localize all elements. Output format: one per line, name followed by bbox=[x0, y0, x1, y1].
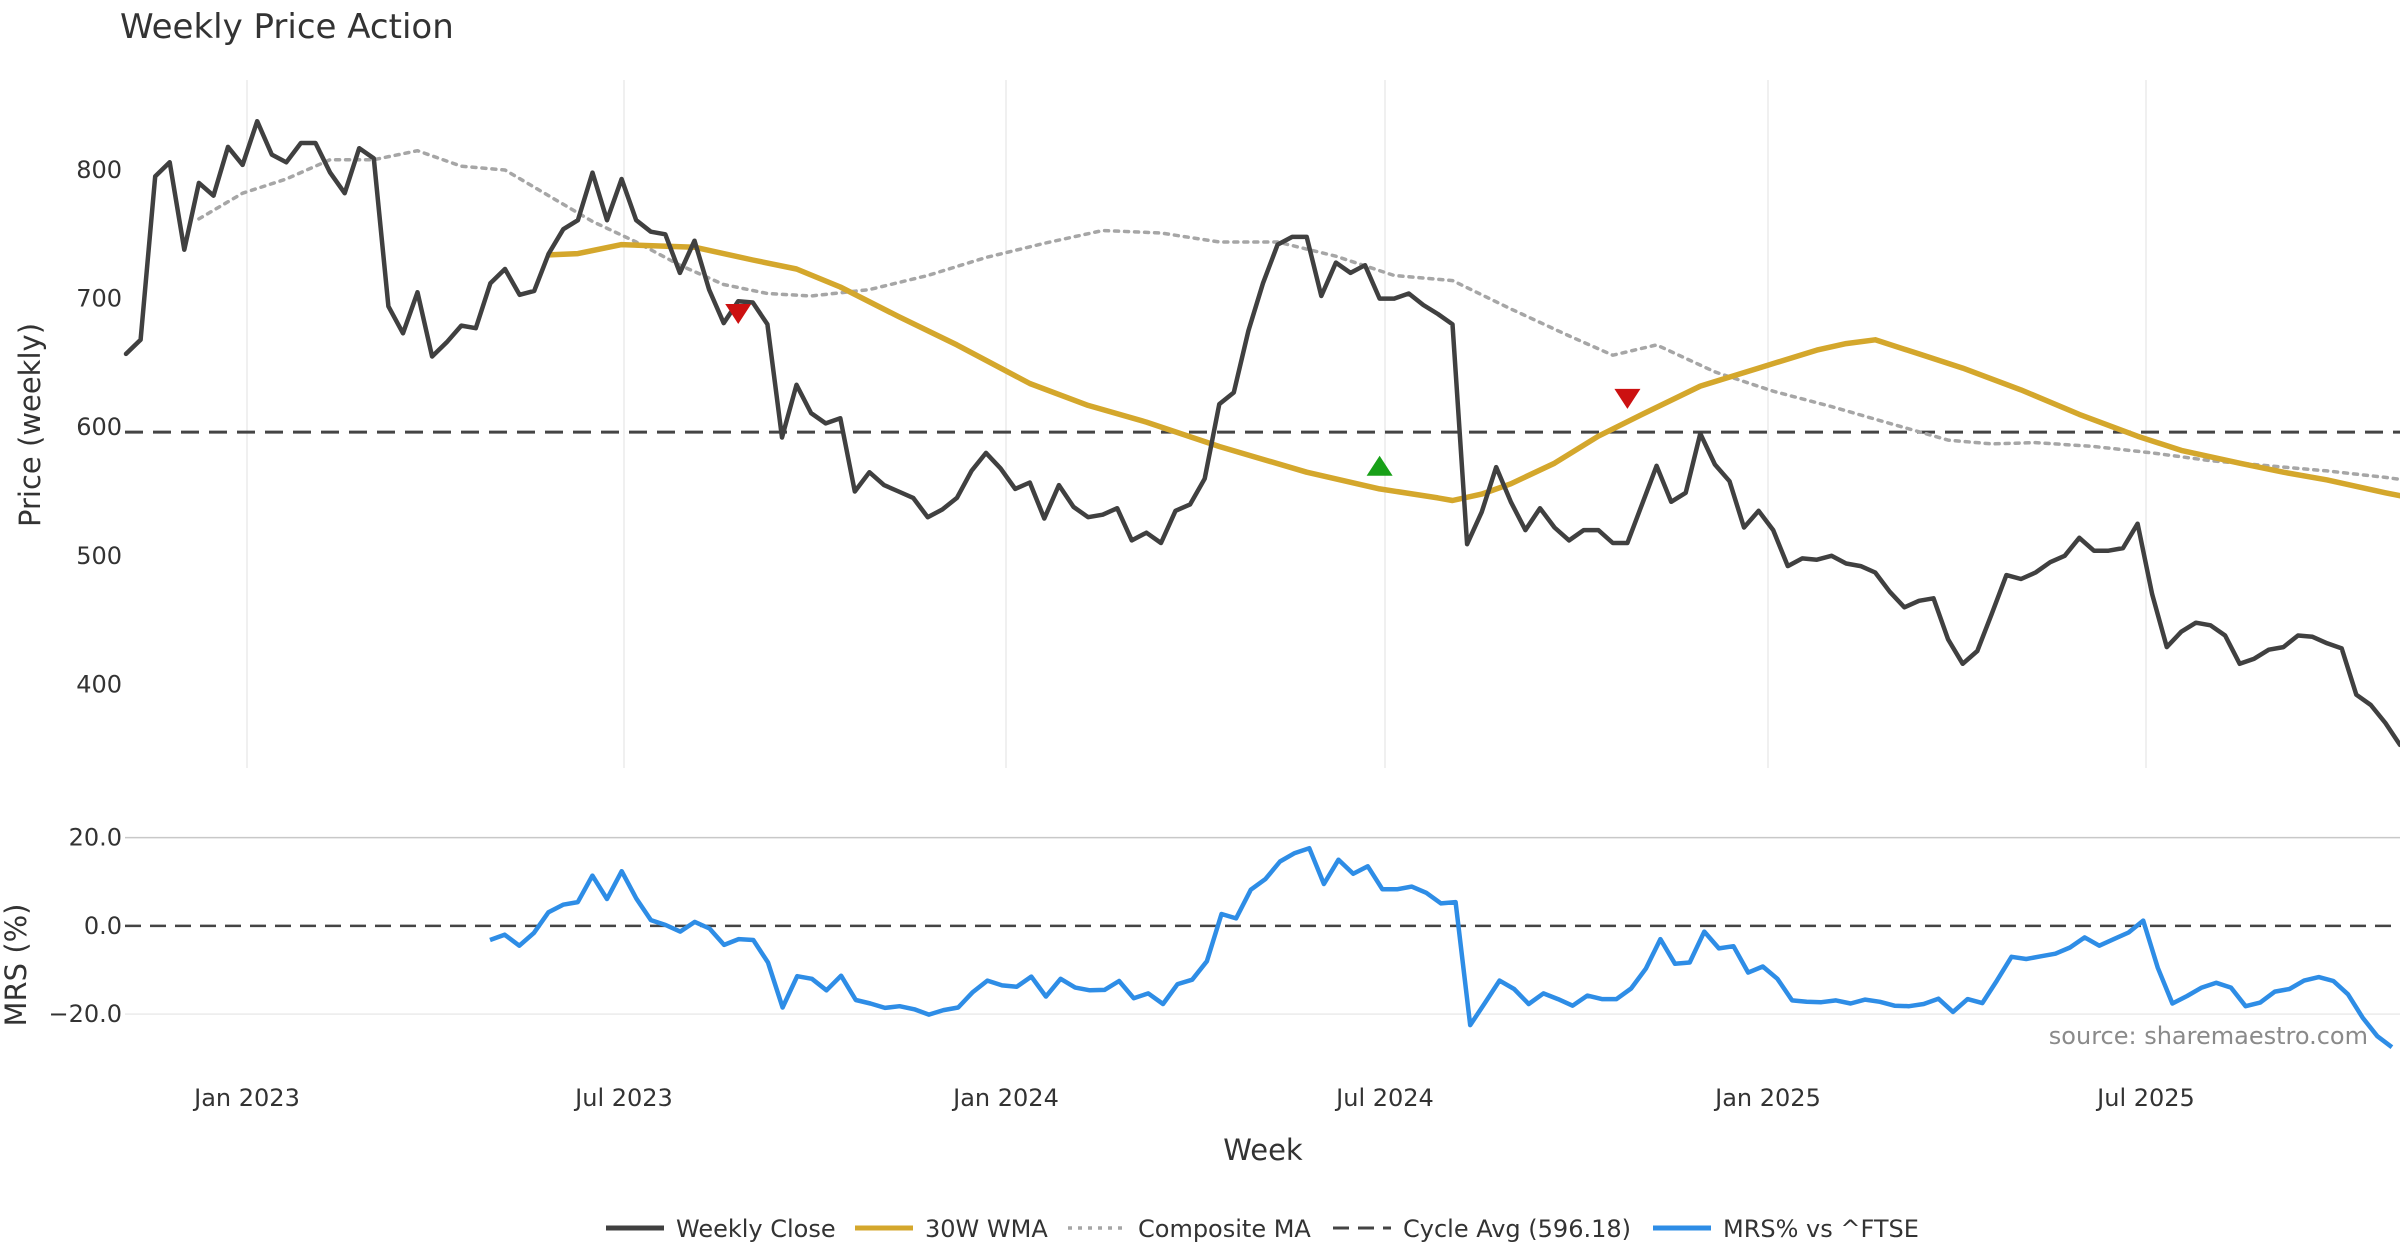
mrs-y-tick-0: 20.0 bbox=[69, 824, 122, 852]
price-y-tick-600: 600 bbox=[76, 413, 122, 441]
series-weekly-close bbox=[123, 118, 2400, 748]
sell-marker-0 bbox=[725, 304, 752, 325]
legend-label-1: 30W WMA bbox=[925, 1215, 1048, 1243]
series-composite-ma bbox=[197, 148, 2400, 482]
buy-marker-0 bbox=[1366, 455, 1393, 476]
source-note: source: sharemaestro.com bbox=[2049, 1022, 2368, 1050]
mrs-series-group bbox=[489, 845, 2394, 1049]
mrs-gridlines bbox=[125, 836, 2400, 1015]
x-tick-1: Jul 2023 bbox=[573, 1084, 673, 1112]
legend-label-3: Cycle Avg (596.18) bbox=[1403, 1215, 1631, 1243]
chart-title: Weekly Price Action bbox=[120, 7, 454, 47]
price-y-tick-700: 700 bbox=[76, 285, 122, 313]
legend-label-0: Weekly Close bbox=[676, 1215, 836, 1243]
mrs-y-ticks: 20.0 0.0 −20.0 bbox=[48, 824, 122, 1028]
x-axis-label: Week bbox=[1223, 1133, 1303, 1167]
price-y-tick-500: 500 bbox=[76, 542, 122, 570]
series-mrs-vs-ftse bbox=[489, 845, 2394, 1049]
x-tick-2: Jan 2024 bbox=[951, 1084, 1059, 1112]
legend-label-4: MRS% vs ^FTSE bbox=[1723, 1215, 1919, 1243]
legend-label-2: Composite MA bbox=[1138, 1215, 1311, 1243]
price-y-tick-800: 800 bbox=[76, 156, 122, 184]
signal-markers bbox=[725, 304, 1641, 476]
x-tick-0: Jan 2023 bbox=[192, 1084, 300, 1112]
x-tick-4: Jan 2025 bbox=[1713, 1084, 1821, 1112]
price-y-ticks: 400 500 600 700 800 bbox=[76, 156, 122, 698]
mrs-y-axis-label: MRS (%) bbox=[0, 904, 33, 1027]
series-30w-wma bbox=[545, 241, 2400, 504]
price-y-axis-label: Price (weekly) bbox=[13, 323, 47, 527]
x-tick-5: Jul 2025 bbox=[2095, 1084, 2195, 1112]
x-ticks: Jan 2023 Jul 2023 Jan 2024 Jul 2024 Jan 2025… bbox=[192, 1084, 2195, 1112]
mrs-y-tick-2: −20.0 bbox=[48, 1000, 122, 1028]
x-tick-3: Jul 2024 bbox=[1334, 1084, 1434, 1112]
price-gridlines bbox=[246, 80, 2147, 768]
legend: Weekly Close 30W WMA Composite MA Cycle Avg… bbox=[606, 1215, 1919, 1243]
price-series-group bbox=[123, 118, 2400, 748]
price-y-tick-400: 400 bbox=[76, 670, 122, 698]
sell-marker-1 bbox=[1614, 388, 1641, 409]
mrs-y-tick-1: 0.0 bbox=[84, 912, 122, 940]
